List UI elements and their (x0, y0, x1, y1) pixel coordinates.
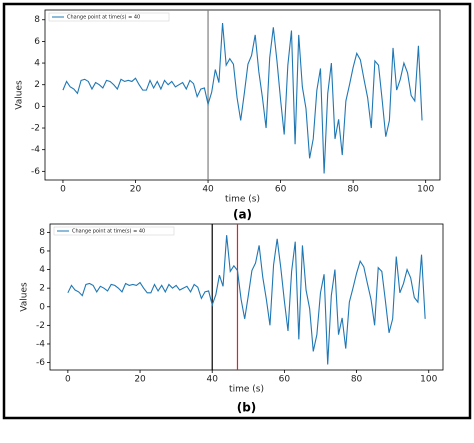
plot-area (49, 223, 444, 371)
y-tick-label: 4 (39, 265, 45, 275)
y-tick-label: -4 (31, 145, 40, 155)
x-tick-label: 0 (65, 375, 71, 385)
y-tick-label: -6 (36, 358, 45, 368)
x-axis-label: time (s) (225, 195, 260, 205)
x-tick-label: 100 (417, 185, 434, 195)
caption: (a) (233, 208, 252, 222)
x-tick-label: 80 (351, 375, 363, 385)
y-tick-label: -6 (31, 167, 40, 177)
y-tick-label: 0 (34, 102, 40, 112)
x-tick-label: 20 (134, 375, 146, 385)
legend-label: Change point at time(s) = 40 (67, 15, 140, 21)
legend-box (48, 12, 170, 22)
y-tick-label: 2 (39, 284, 45, 294)
legend-label: Change point at time(s) = 40 (72, 229, 145, 235)
x-tick-label: 60 (275, 185, 287, 195)
legend-box (53, 226, 175, 236)
caption: (b) (237, 401, 257, 415)
x-tick-label: 20 (130, 185, 142, 195)
y-tick-label: 4 (34, 59, 40, 69)
y-tick-label: -2 (36, 321, 45, 331)
y-axis-label: Values (15, 80, 25, 110)
x-tick-label: 100 (420, 375, 437, 385)
x-tick-label: 40 (202, 185, 214, 195)
y-tick-label: 8 (39, 228, 45, 238)
y-tick-label: 6 (34, 37, 40, 47)
x-axis-label: time (s) (229, 385, 264, 395)
y-axis-label: Values (20, 282, 30, 312)
data-line (62, 22, 423, 174)
x-tick-label: 60 (279, 375, 291, 385)
x-tick-label: 80 (347, 185, 359, 195)
y-tick-label: -4 (36, 339, 45, 349)
y-tick-label: 6 (39, 246, 45, 256)
figure-frame (2, 2, 472, 420)
y-tick-label: -2 (31, 124, 40, 134)
x-tick-label: 40 (206, 375, 218, 385)
plot-area (44, 9, 441, 181)
y-tick-label: 2 (34, 80, 40, 90)
y-tick-label: 8 (34, 15, 40, 25)
x-tick-label: 0 (60, 185, 66, 195)
data-line (67, 235, 426, 365)
y-tick-label: 0 (39, 302, 45, 312)
